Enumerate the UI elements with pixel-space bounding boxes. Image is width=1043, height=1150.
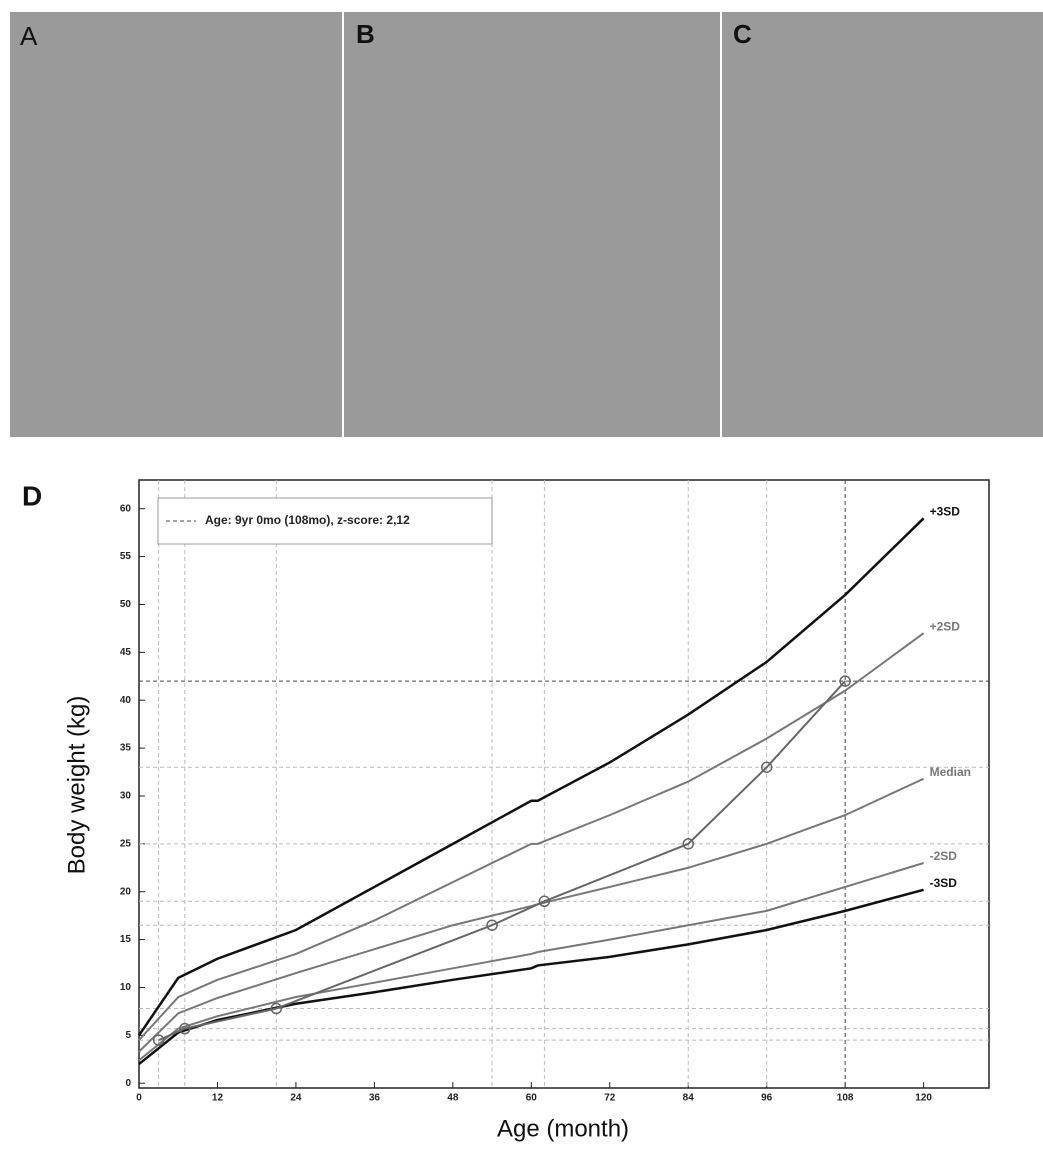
curve-label: -3SD <box>930 876 958 890</box>
x-tick-label: 12 <box>212 1093 224 1104</box>
curve-label: +3SD <box>930 504 961 518</box>
curve-label: Median <box>930 765 971 779</box>
growth-curve <box>139 518 924 1035</box>
panel-label: B <box>356 19 375 49</box>
x-tick-label: 84 <box>683 1093 695 1104</box>
curve-label: +2SD <box>930 619 961 633</box>
x-axis-label: Age (month) <box>497 1115 629 1142</box>
panel-label: A <box>20 21 38 51</box>
x-tick-label: 36 <box>369 1093 381 1104</box>
x-tick-label: 120 <box>915 1093 932 1104</box>
photo-b <box>344 12 720 437</box>
patient-line <box>159 681 846 1040</box>
y-tick-label: 10 <box>120 982 132 993</box>
y-tick-label: 15 <box>120 934 132 945</box>
plot-frame <box>139 480 989 1088</box>
panel-label: D <box>22 480 42 511</box>
y-axis-label: Body weight (kg) <box>63 696 90 875</box>
y-tick-label: 35 <box>120 743 132 754</box>
x-tick-label: 108 <box>837 1093 854 1104</box>
y-tick-label: 5 <box>125 1030 131 1041</box>
growth-curve <box>139 863 924 1060</box>
y-tick-label: 0 <box>125 1078 131 1089</box>
x-tick-label: 72 <box>604 1093 616 1104</box>
x-tick-label: 96 <box>761 1093 773 1104</box>
growth-curve <box>139 633 924 1040</box>
panel-label: C <box>733 19 752 49</box>
photo-c <box>722 12 1043 437</box>
y-tick-label: 40 <box>120 695 132 706</box>
curve-label: -2SD <box>930 849 958 863</box>
y-tick-label: 45 <box>120 647 132 658</box>
x-tick-label: 60 <box>526 1093 538 1104</box>
y-tick-label: 50 <box>120 599 132 610</box>
y-tick-label: 20 <box>120 886 132 897</box>
figure: A B C D Age (month) Body weight (kg) 0 12… <box>0 0 1043 1145</box>
y-tick-label: 60 <box>120 503 132 514</box>
legend-text: Age: 9yr 0mo (108mo), z-score: 2,12 <box>205 513 410 527</box>
y-tick-label: 30 <box>120 791 132 802</box>
photo-a <box>10 12 342 437</box>
y-tick-label: 25 <box>120 838 132 849</box>
y-tick-label: 55 <box>120 551 132 562</box>
x-tick-label: 0 <box>136 1093 142 1104</box>
x-tick-label: 24 <box>290 1093 302 1104</box>
x-tick-label: 48 <box>447 1093 459 1104</box>
growth-curve <box>139 890 924 1064</box>
